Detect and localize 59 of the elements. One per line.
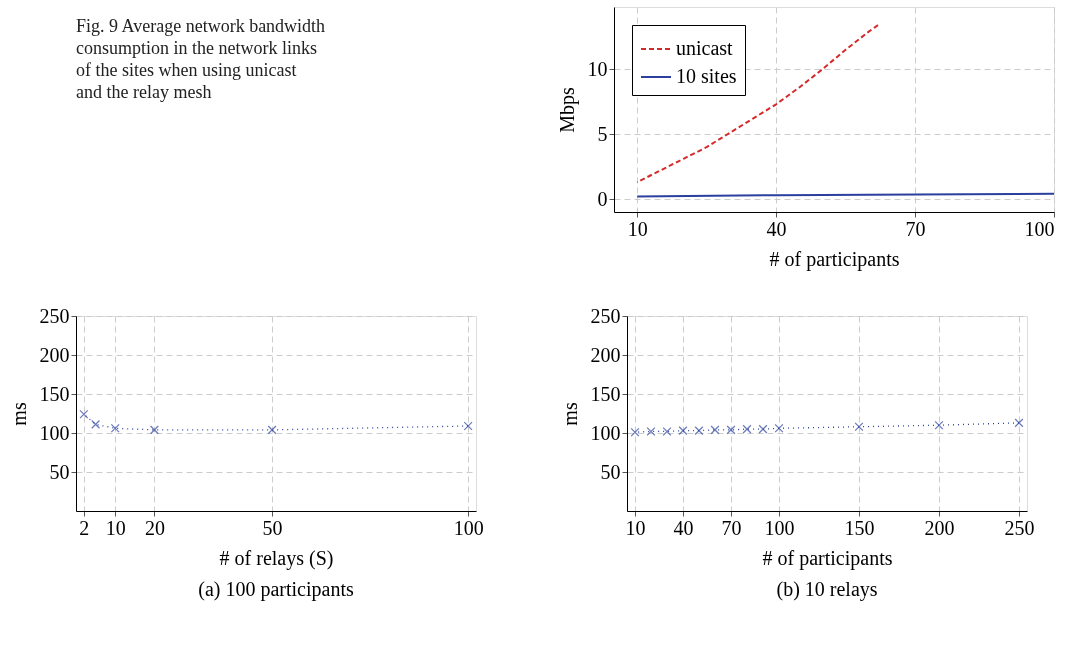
x-tick-label: 70 (721, 516, 742, 539)
point (149, 425, 159, 435)
x-tick-label: 150 (844, 516, 875, 539)
legend-label: 10 sites (676, 65, 737, 87)
y-tick-label: 150 (590, 382, 621, 405)
x-axis-title: # of participants (769, 247, 900, 271)
x-tick-label: 70 (905, 217, 926, 240)
text: Fig. 9 Average network bandwidth consumption in the network links of the sites when using unicast and the relay mesh (76, 16, 326, 102)
text: (b) 10 relays (776, 578, 878, 601)
y-tick-label: 250 (39, 304, 70, 327)
point (934, 420, 944, 430)
point (694, 426, 704, 436)
y-tick-label: 0 (597, 187, 608, 210)
y-tick-label: 150 (39, 382, 70, 405)
y-axis-title: ms (7, 402, 30, 426)
x-tick-label: 200 (924, 516, 955, 539)
point (646, 426, 656, 436)
x-tick-label: 10 (627, 217, 648, 240)
x-tick-label: 10 (105, 516, 126, 539)
point (854, 422, 864, 432)
x-axis-title: # of participants (762, 546, 893, 570)
x-tick-label: 10 (625, 516, 646, 539)
x-axis-title: # of relays (S) (219, 546, 334, 570)
legend-label: unicast (676, 37, 734, 59)
x-tick-label: 100 (1024, 217, 1055, 240)
y-tick-label: 200 (590, 343, 621, 366)
point (463, 421, 473, 431)
point (79, 409, 89, 419)
y-axis-title: ms (558, 402, 581, 426)
point (662, 426, 672, 436)
x-tick-label: 40 (766, 217, 787, 240)
y-axis-title: Mbps (555, 87, 579, 133)
y-tick-label: 5 (597, 122, 608, 145)
y-tick-label: 50 (49, 460, 70, 483)
x-tick-label: 2 (79, 516, 90, 539)
point (774, 423, 784, 433)
point (91, 419, 101, 429)
y-tick-label: 10 (587, 57, 608, 80)
point (630, 427, 640, 437)
point (678, 426, 688, 436)
y-tick-label: 200 (39, 343, 70, 366)
x-tick-label: 100 (453, 516, 484, 539)
y-tick-label: 100 (39, 421, 70, 444)
y-tick-label: 50 (600, 460, 621, 483)
x-tick-label: 250 (1004, 516, 1035, 539)
point (758, 424, 768, 434)
x-tick-label: 40 (673, 516, 694, 539)
x-tick-label: 100 (764, 516, 795, 539)
y-tick-label: 250 (590, 304, 621, 327)
point (742, 424, 752, 434)
point (267, 425, 277, 435)
x-tick-label: 50 (262, 516, 283, 539)
y-tick-label: 100 (590, 421, 621, 444)
point (726, 425, 736, 435)
x-tick-label: 20 (144, 516, 165, 539)
point (110, 423, 120, 433)
text: (a) 100 participants (198, 578, 354, 601)
point (1014, 418, 1024, 428)
point (710, 425, 720, 435)
